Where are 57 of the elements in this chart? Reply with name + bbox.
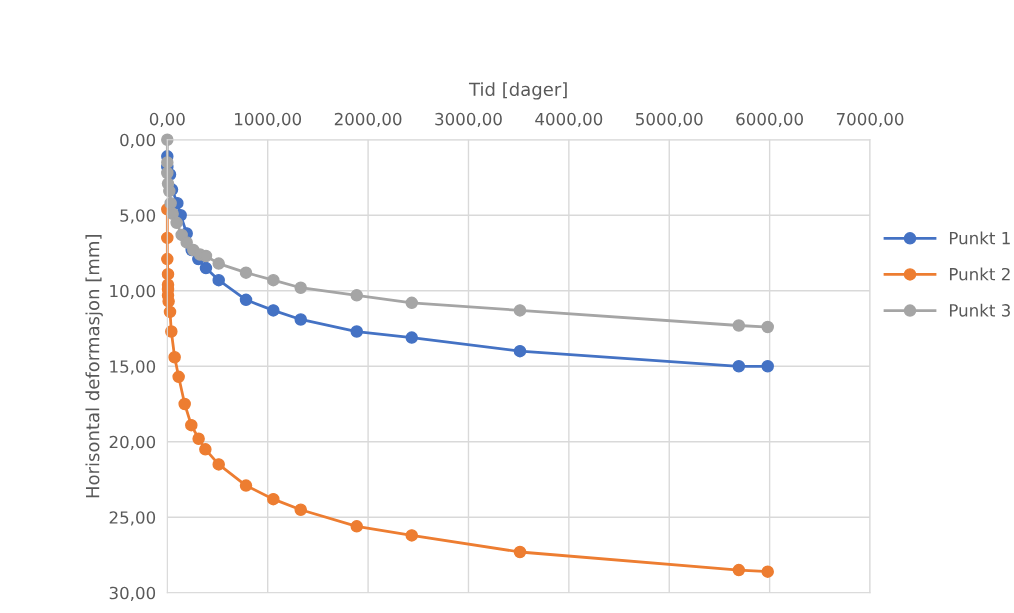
y-tick-label: 5,00 bbox=[120, 209, 156, 224]
point bbox=[513, 545, 527, 559]
point bbox=[212, 257, 225, 270]
point bbox=[294, 313, 307, 326]
x-tick-label: 7000,00 bbox=[836, 112, 904, 128]
y-tick-label: 10,00 bbox=[110, 284, 156, 300]
point bbox=[192, 432, 205, 445]
point bbox=[170, 216, 183, 230]
point bbox=[761, 360, 774, 373]
point bbox=[405, 331, 419, 344]
point bbox=[212, 273, 225, 287]
y-tick-label: 30,00 bbox=[109, 586, 156, 602]
x-tick-label: 0,00 bbox=[149, 112, 185, 128]
point bbox=[732, 360, 746, 373]
x-tick-label: 2000,00 bbox=[334, 112, 402, 128]
x-tick-label: 5000,00 bbox=[636, 112, 703, 128]
y-tick-label: 0,00 bbox=[120, 133, 156, 149]
x-tick-label: 1000,00 bbox=[235, 112, 302, 128]
point bbox=[513, 344, 527, 358]
point bbox=[350, 325, 363, 338]
point bbox=[405, 296, 419, 310]
point bbox=[732, 563, 746, 577]
point bbox=[732, 319, 746, 332]
point bbox=[513, 304, 527, 317]
x-tick-label: 4000,00 bbox=[535, 112, 603, 128]
y-tick-label: 15,00 bbox=[110, 360, 156, 375]
x-tick-label: 3000,00 bbox=[435, 112, 502, 128]
point bbox=[267, 492, 280, 506]
legend-label: Punkt 2 bbox=[949, 267, 1010, 281]
x-tick-label: 6000,00 bbox=[736, 112, 803, 128]
point bbox=[172, 370, 185, 384]
point bbox=[350, 520, 363, 533]
point bbox=[294, 503, 307, 516]
y-tick-label: 25,00 bbox=[109, 511, 156, 526]
point bbox=[178, 397, 191, 411]
legend-label: Punkt 1 bbox=[949, 231, 1010, 245]
point bbox=[350, 289, 363, 302]
point bbox=[185, 418, 198, 432]
point bbox=[199, 261, 213, 275]
point bbox=[405, 529, 419, 542]
point bbox=[168, 350, 181, 364]
point bbox=[239, 293, 253, 307]
point bbox=[239, 266, 253, 279]
x-axis-title: Tid [dager] bbox=[468, 82, 567, 100]
y-tick-label: 20,00 bbox=[109, 435, 156, 451]
legend-label: Punkt 3 bbox=[949, 303, 1010, 317]
point bbox=[165, 325, 178, 338]
point bbox=[199, 443, 212, 456]
y-axis-title: Horisontal deformasjon [mm] bbox=[85, 235, 103, 498]
point bbox=[761, 565, 774, 578]
point bbox=[239, 479, 253, 492]
point bbox=[199, 249, 213, 263]
point bbox=[212, 458, 225, 471]
point bbox=[294, 281, 307, 294]
point bbox=[761, 320, 774, 334]
point bbox=[267, 304, 280, 317]
point bbox=[267, 273, 280, 287]
